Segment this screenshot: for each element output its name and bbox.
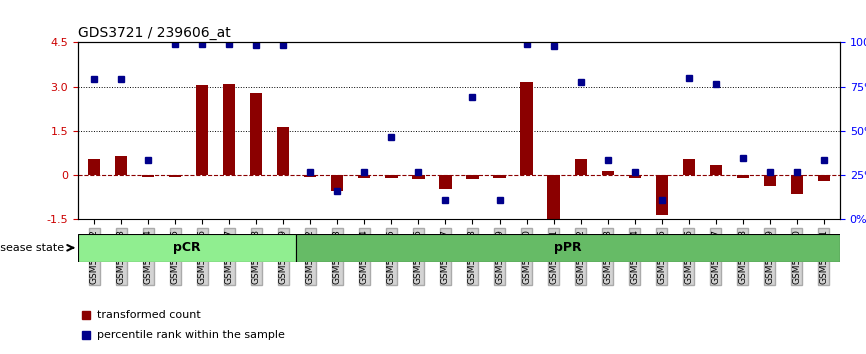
Bar — [629, 175, 641, 178]
Bar — [547, 175, 559, 268]
Text: percentile rank within the sample: percentile rank within the sample — [97, 330, 285, 339]
Bar — [520, 82, 533, 175]
Text: disease state: disease state — [0, 243, 64, 253]
Bar — [494, 175, 506, 178]
Bar — [602, 171, 614, 175]
Bar — [88, 159, 100, 175]
Text: pPR: pPR — [554, 241, 582, 254]
FancyBboxPatch shape — [295, 234, 840, 262]
FancyBboxPatch shape — [78, 234, 295, 262]
Bar — [818, 175, 830, 181]
Bar — [764, 175, 776, 185]
Bar — [332, 175, 344, 192]
Bar — [142, 175, 154, 177]
Bar — [412, 175, 424, 179]
Bar — [169, 175, 181, 177]
Bar — [250, 93, 262, 175]
Text: GDS3721 / 239606_at: GDS3721 / 239606_at — [78, 26, 230, 40]
Text: transformed count: transformed count — [97, 310, 201, 320]
Bar — [709, 165, 721, 175]
Bar — [197, 85, 209, 175]
Bar — [656, 175, 668, 215]
Text: pCR: pCR — [173, 241, 201, 254]
Bar — [359, 175, 371, 178]
Bar — [791, 175, 803, 194]
Bar — [277, 127, 289, 175]
Bar — [223, 84, 236, 175]
Bar — [439, 175, 451, 188]
Bar — [115, 156, 127, 175]
Bar — [304, 175, 316, 177]
Bar — [574, 159, 586, 175]
Bar — [682, 159, 695, 175]
Bar — [467, 175, 479, 179]
Bar — [385, 175, 397, 178]
Bar — [737, 175, 749, 178]
